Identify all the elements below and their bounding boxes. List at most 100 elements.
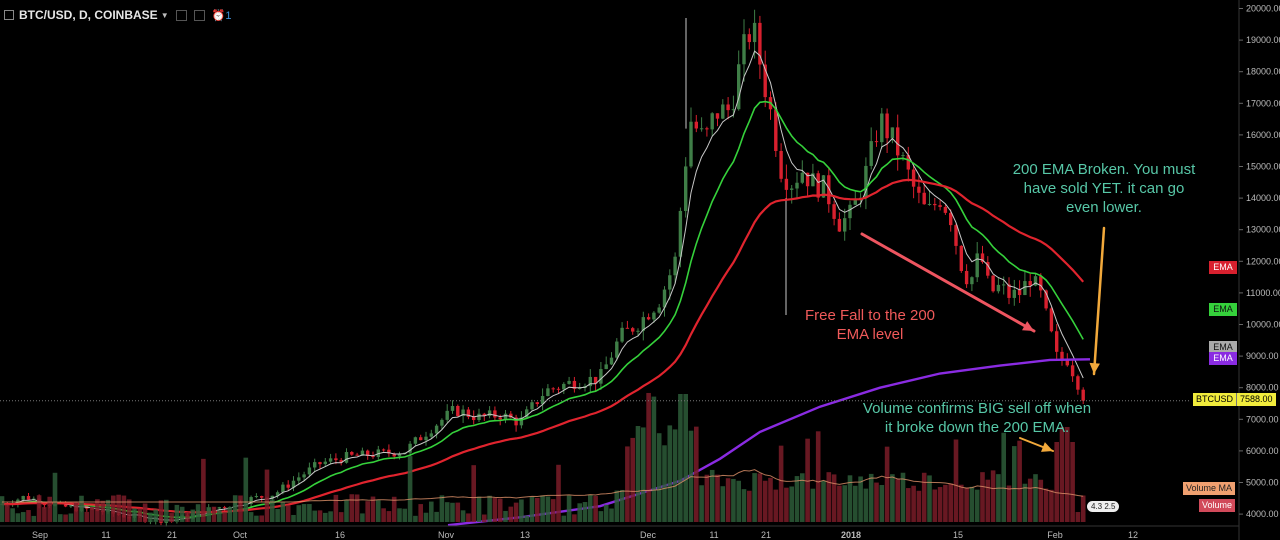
- volume-bar: [5, 504, 10, 522]
- volume-bar: [111, 495, 116, 522]
- candle-body: [880, 113, 884, 143]
- candle-body: [334, 458, 338, 461]
- volume-bar: [943, 484, 948, 522]
- chevron-down-icon[interactable]: ▼: [160, 10, 169, 20]
- candle-body: [742, 34, 746, 65]
- candle-body: [1017, 289, 1022, 296]
- candle-body: [381, 449, 386, 451]
- volume-bar: [413, 515, 418, 522]
- volume-bar: [964, 487, 969, 522]
- price-tick-label: 17000.00: [1246, 98, 1280, 108]
- candle-body: [413, 437, 418, 444]
- candle-body: [328, 458, 333, 462]
- candle-body: [890, 127, 895, 139]
- chart-header[interactable]: BTC/USD, D, COINBASE ▼ ⏰1: [4, 6, 231, 24]
- collapse-icon[interactable]: [4, 10, 14, 20]
- volume-bar: [927, 475, 932, 522]
- volume-bar: [397, 508, 402, 522]
- candle-body: [291, 480, 296, 488]
- volume-bar: [206, 507, 211, 522]
- volume-bar: [1049, 489, 1054, 522]
- volume-bar: [619, 489, 625, 522]
- volume-bar: [906, 488, 911, 522]
- candle-body: [980, 253, 985, 263]
- volume-bar: [105, 499, 111, 522]
- candle-body: [837, 218, 842, 232]
- candle-body: [286, 484, 290, 488]
- time-tick-label: 21: [167, 530, 177, 540]
- volume-bar: [704, 474, 710, 522]
- volume-bar: [264, 469, 270, 522]
- candle-body: [572, 380, 577, 389]
- candle-body: [811, 173, 815, 187]
- volume-bar: [969, 486, 975, 522]
- candle-body: [604, 364, 608, 370]
- volume-bar: [1027, 478, 1033, 522]
- volume-bar: [566, 495, 572, 522]
- annotation-volume-confirms: Volume confirms BIG sell off when it bro…: [862, 400, 1092, 436]
- volume-bar: [386, 511, 392, 522]
- time-tick-label: Dec: [640, 530, 657, 540]
- volume-bar: [42, 507, 47, 522]
- volume-bar: [137, 508, 143, 522]
- alert-indicator[interactable]: ⏰1: [211, 9, 232, 22]
- volume-bar: [418, 504, 423, 522]
- candle-body: [69, 505, 73, 507]
- volume-bar: [201, 458, 206, 522]
- candle-body: [731, 109, 736, 111]
- volume-bar: [959, 484, 964, 522]
- volume-bar: [1022, 483, 1028, 522]
- volume-bar: [863, 488, 869, 522]
- volume-bar: [598, 511, 604, 522]
- volume-bar: [84, 511, 90, 522]
- volume-bar: [63, 514, 68, 522]
- price-tick-label: 6000.00: [1246, 446, 1279, 456]
- ema-broken-arrow: [1092, 226, 1106, 376]
- volume-bar: [916, 490, 922, 522]
- volume-bar: [376, 500, 381, 522]
- settings-square-icon[interactable]: [175, 9, 187, 21]
- volume-bar: [911, 485, 916, 522]
- price-tick-label: 19000.00: [1246, 35, 1280, 45]
- volume-bar: [550, 499, 556, 522]
- volume-bar: [513, 502, 519, 522]
- volume-bar: [996, 474, 1001, 522]
- candle-body: [694, 121, 698, 129]
- volume-bar: [47, 496, 52, 522]
- candle-body: [21, 496, 25, 500]
- volume-bar: [285, 505, 291, 522]
- candle-body: [620, 327, 624, 342]
- candle-body: [366, 450, 370, 456]
- price-tick-label: 10000.00: [1246, 320, 1280, 330]
- price-tick-label: 18000.00: [1246, 67, 1280, 77]
- volume-bar: [545, 496, 551, 522]
- volume-bar: [450, 502, 455, 522]
- candle-body: [1070, 365, 1075, 377]
- symbol-title[interactable]: BTC/USD, D, COINBASE: [19, 8, 158, 22]
- volume-bar: [407, 456, 413, 522]
- candle-body: [419, 437, 423, 441]
- volume-bar: [126, 499, 132, 522]
- candle-body: [689, 121, 693, 167]
- volume-bar: [52, 472, 58, 522]
- volume-bar: [821, 480, 826, 522]
- volume-bar: [142, 503, 148, 522]
- candle-body: [641, 317, 645, 331]
- volume-bar: [243, 457, 249, 522]
- candle-body: [737, 64, 741, 110]
- volume-values-badge: 4.3 2.5: [1087, 501, 1120, 512]
- volume-bar: [312, 510, 317, 522]
- price-tick-label: 16000.00: [1246, 130, 1280, 140]
- volume-bar: [572, 514, 577, 522]
- volume-bar: [444, 502, 450, 522]
- volume-bar: [116, 494, 121, 522]
- close-square-icon[interactable]: [193, 9, 205, 21]
- volume-bar: [248, 512, 254, 522]
- volume-bar: [725, 478, 731, 522]
- candle-body: [535, 402, 539, 405]
- candle-body: [593, 376, 598, 384]
- ema-long-line: [2, 178, 1085, 514]
- volume-bar: [752, 473, 757, 522]
